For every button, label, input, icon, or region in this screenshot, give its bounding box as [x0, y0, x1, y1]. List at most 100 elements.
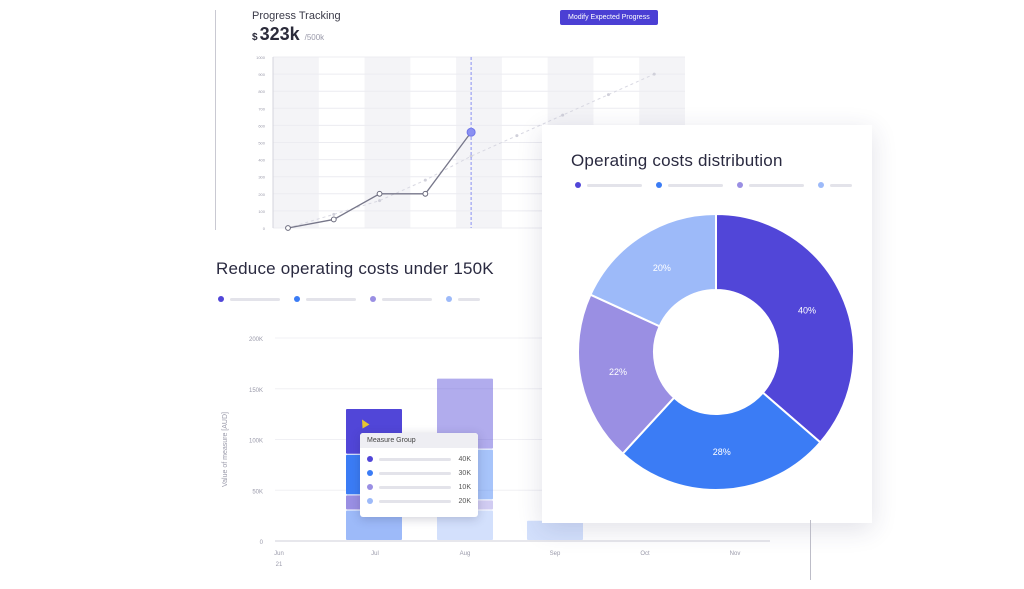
legend-label-placeholder [382, 297, 432, 301]
operating-costs-donut-chart: 40% 28% 22% 20% [577, 212, 855, 491]
legend-dot [367, 456, 373, 462]
tooltip-value: 10K [458, 483, 471, 491]
legend-dot [367, 484, 373, 490]
expected-progress-point [606, 93, 610, 97]
tooltip-row: 10K [360, 480, 478, 494]
legend-label-placeholder [458, 297, 480, 301]
legend-label-placeholder [830, 183, 852, 187]
bar-chart-y-tick: 150K [249, 388, 263, 394]
bar-card-title: Reduce operating costs under 150K [216, 259, 494, 278]
legend-dot [575, 182, 581, 188]
progress-value-row: $ 323k /500k [252, 24, 324, 45]
legend-dot [370, 296, 376, 302]
bar-chart-y-tick: 200K [249, 337, 263, 343]
pie-legend-item[interactable] [818, 182, 852, 188]
donut-slice-label: 40% [798, 305, 816, 315]
legend-dot [656, 182, 662, 188]
bar-chart-x-tick: Aug [460, 551, 471, 557]
pie-legend [575, 182, 852, 188]
bar-segment [527, 520, 583, 540]
tooltip-value: 30K [458, 469, 471, 477]
operating-costs-distribution-card: Operating costs distribution 40% 28% 22% 20… [542, 125, 872, 523]
line-chart-y-tick: 300 [258, 175, 265, 180]
expected-progress-point [652, 72, 656, 76]
bar-segment [437, 510, 493, 540]
legend-dot [446, 296, 452, 302]
donut-slice [589, 212, 717, 328]
decorative-edge [810, 520, 811, 580]
pie-legend-item[interactable] [737, 182, 804, 188]
tooltip-row: 30K [360, 466, 478, 480]
donut-slice [577, 293, 676, 456]
donut-slice-label: 28% [713, 447, 731, 457]
bar-legend-item[interactable] [446, 296, 480, 302]
progress-title: Progress Tracking [252, 10, 341, 22]
progress-sub-value: /500k [304, 33, 325, 42]
expected-progress-point [332, 212, 336, 216]
line-chart-y-tick: 1000 [256, 55, 266, 60]
legend-dot [218, 296, 224, 302]
actual-progress-point [422, 190, 429, 197]
tooltip-label-placeholder [379, 457, 451, 461]
tooltip-row: 40K [360, 452, 478, 466]
expected-progress-point [378, 199, 382, 203]
donut-slice [621, 391, 822, 491]
line-chart-y-tick: 900 [258, 72, 265, 77]
bar-chart-y-tick: 50K [252, 489, 263, 495]
donut-slice-label: 20% [653, 263, 671, 273]
expected-progress-point [423, 178, 427, 182]
bar-segment [437, 378, 493, 449]
legend-dot [367, 470, 373, 476]
line-chart-y-tick: 600 [258, 123, 265, 128]
expected-progress-point [469, 154, 473, 158]
legend-dot [294, 296, 300, 302]
actual-progress-point [376, 190, 383, 197]
bar-chart-x-tick: Sep [550, 551, 561, 557]
line-chart-y-tick: 800 [258, 89, 265, 94]
progress-value: 323k [259, 24, 300, 44]
legend-label-placeholder [587, 183, 642, 187]
tooltip-value: 20K [458, 497, 471, 505]
bar-chart-x-tick: Jun [274, 551, 284, 557]
bar-chart-y-tick: 100K [249, 439, 263, 445]
line-chart-y-tick: 700 [258, 106, 265, 111]
bar-chart-y-label: Value of measure [AUD] [222, 412, 229, 487]
legend-dot [737, 182, 743, 188]
line-chart-y-tick: 500 [258, 141, 265, 146]
bar-legend [218, 296, 480, 302]
pie-legend-item[interactable] [575, 182, 642, 188]
legend-dot [367, 498, 373, 504]
legend-label-placeholder [306, 297, 356, 301]
donut-slice-label: 22% [609, 367, 627, 377]
progress-value-prefix: $ [252, 32, 258, 43]
line-chart-y-tick: 0 [263, 226, 266, 231]
bar-legend-item[interactable] [218, 296, 280, 302]
bar-segment [346, 510, 402, 540]
progress-card-edge [215, 10, 216, 230]
legend-label-placeholder [230, 297, 280, 301]
tooltip-rows: 40K 30K 10K 20K [360, 448, 478, 508]
donut-slice [715, 212, 855, 444]
tooltip-value: 40K [458, 455, 471, 463]
line-chart-y-tick: 100 [258, 209, 265, 214]
legend-dot [818, 182, 824, 188]
bar-tooltip: Measure Group 40K 30K 10K 20K [360, 433, 478, 517]
expected-progress-line [287, 73, 655, 229]
bar-chart-y-tick: 0 [260, 540, 264, 546]
legend-label-placeholder [749, 183, 804, 187]
modify-expected-progress-button[interactable]: Modify Expected Progress [560, 10, 658, 25]
tooltip-row: 20K [360, 494, 478, 508]
tooltip-label-placeholder [379, 471, 451, 475]
pie-legend-item[interactable] [656, 182, 723, 188]
legend-label-placeholder [668, 183, 723, 187]
tooltip-label-placeholder [379, 485, 451, 489]
bar-legend-item[interactable] [294, 296, 356, 302]
pie-card-title: Operating costs distribution [571, 151, 783, 170]
expected-progress-point [561, 113, 565, 117]
actual-progress-point [285, 225, 291, 231]
bar-chart-x-tick: Oct [640, 551, 650, 557]
bar-chart-x-tick: Nov [730, 551, 741, 557]
bar-legend-item[interactable] [370, 296, 432, 302]
tooltip-label-placeholder [379, 499, 451, 503]
bar-chart-x-tick-year: 21 [276, 562, 283, 568]
